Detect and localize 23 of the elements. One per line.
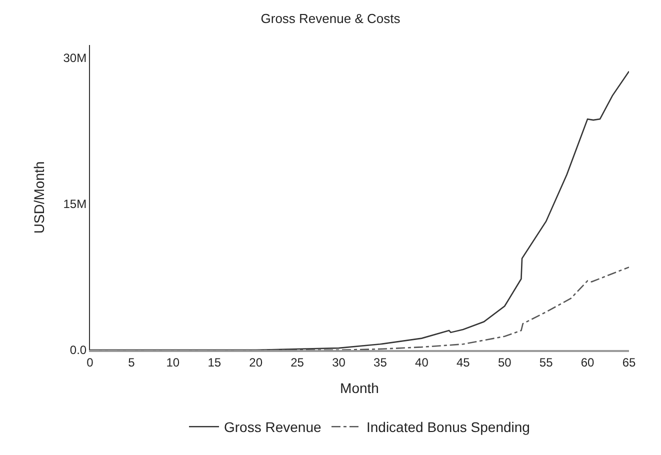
y-tick-label: 30M bbox=[63, 50, 87, 65]
x-tick-label: 45 bbox=[456, 355, 470, 370]
x-tick-label: 40 bbox=[415, 355, 429, 370]
x-tick-label: 0 bbox=[86, 355, 94, 370]
x-tick-label: 10 bbox=[166, 355, 180, 370]
y-axis-title: USD/Month bbox=[30, 161, 47, 234]
y-tick-label: 0.0 bbox=[70, 343, 87, 358]
x-tick-label: 65 bbox=[622, 355, 636, 370]
chart-title: Gross Revenue & Costs bbox=[260, 10, 401, 26]
x-tick-label: 55 bbox=[539, 355, 554, 370]
x-tick-label: 25 bbox=[290, 355, 304, 370]
x-tick-label: 50 bbox=[498, 355, 512, 370]
x-tick-label: 30 bbox=[332, 355, 346, 370]
y-tick-label: 15M bbox=[63, 197, 87, 212]
x-tick-label: 20 bbox=[249, 355, 263, 370]
x-tick-label: 60 bbox=[580, 355, 595, 370]
legend-label: Indicated Bonus Spending bbox=[366, 419, 530, 436]
line-series bbox=[90, 266, 629, 350]
x-axis-title: Month bbox=[340, 380, 379, 396]
x-tick-label: 35 bbox=[374, 355, 388, 370]
x-tick-label: 5 bbox=[128, 355, 136, 370]
x-tick-label: 15 bbox=[208, 355, 222, 370]
legend-label: Gross Revenue bbox=[224, 419, 322, 436]
